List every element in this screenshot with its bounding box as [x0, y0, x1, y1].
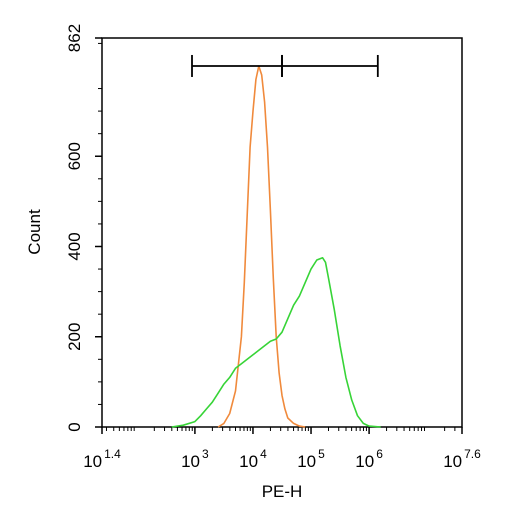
y-axis-ticks: 0 200 400 600 862 — [65, 24, 102, 432]
plot-frame — [101, 37, 463, 428]
x-axis-title: PE-H — [262, 482, 303, 501]
x-tick-label: 10 1.4 — [83, 447, 121, 471]
x-tick-label: 10 4 — [239, 447, 267, 471]
y-tick-label: 400 — [65, 232, 84, 260]
gate-layer — [191, 54, 379, 77]
y-axis-title: Count — [25, 209, 44, 255]
x-tick-label: 10 3 — [181, 447, 209, 471]
x-tick-label: 10 5 — [297, 447, 325, 471]
orange-histogram-line — [217, 65, 306, 428]
y-tick-label: 862 — [65, 24, 84, 52]
x-tick-label: 10 6 — [355, 447, 383, 471]
x-tick-label: 10 7.6 — [443, 447, 481, 471]
x-axis-ticks: 10 1.4 10 3 10 4 10 5 10 6 10 7.6 — [83, 427, 481, 471]
y-tick-label: 200 — [65, 323, 84, 351]
series-layer — [171, 65, 381, 428]
y-tick-label: 600 — [65, 142, 84, 170]
y-tick-label: 0 — [65, 422, 84, 431]
green-histogram-line — [171, 256, 381, 428]
